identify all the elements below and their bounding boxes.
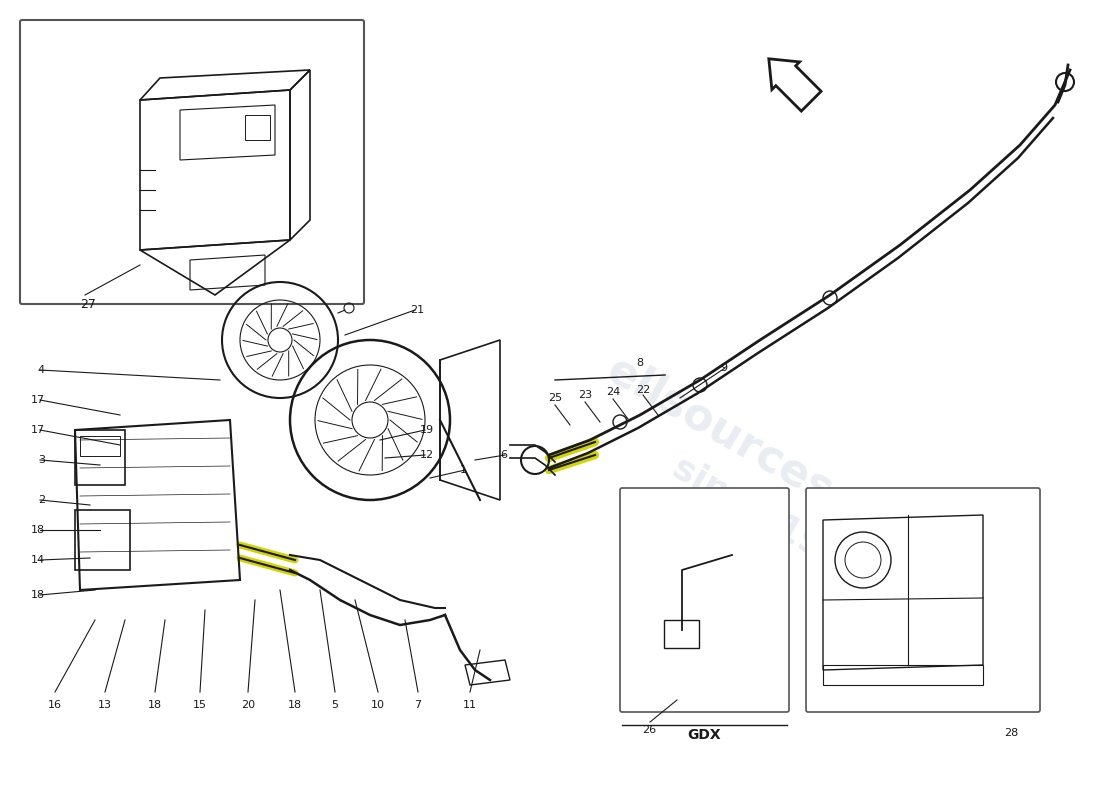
Text: 23: 23 — [578, 390, 592, 400]
Text: 5: 5 — [331, 700, 339, 710]
Text: 24: 24 — [606, 387, 620, 397]
Text: 11: 11 — [463, 700, 477, 710]
Bar — [80, 436, 120, 456]
Text: 6: 6 — [500, 450, 507, 460]
Bar — [245, 115, 270, 140]
Bar — [664, 620, 698, 648]
Text: 10: 10 — [371, 700, 385, 710]
Text: 18: 18 — [31, 525, 45, 535]
Text: 4: 4 — [37, 365, 45, 375]
Text: since 1989: since 1989 — [667, 450, 873, 590]
Bar — [75, 510, 130, 570]
Text: 13: 13 — [98, 700, 112, 710]
Text: 12: 12 — [420, 450, 434, 460]
Text: 26: 26 — [642, 725, 656, 735]
Text: 14: 14 — [31, 555, 45, 565]
Text: GDX: GDX — [688, 728, 722, 742]
Text: ellsources: ellsources — [600, 348, 840, 512]
Text: 18: 18 — [31, 590, 45, 600]
Text: 25: 25 — [548, 393, 562, 403]
FancyBboxPatch shape — [620, 488, 789, 712]
Text: 17: 17 — [31, 425, 45, 435]
Text: 19: 19 — [420, 425, 434, 435]
FancyBboxPatch shape — [20, 20, 364, 304]
Text: 20: 20 — [241, 700, 255, 710]
Text: 9: 9 — [720, 363, 727, 373]
Text: 27: 27 — [80, 298, 96, 311]
FancyBboxPatch shape — [806, 488, 1040, 712]
Text: 1: 1 — [460, 465, 467, 475]
Text: 8: 8 — [637, 358, 644, 368]
Text: 21: 21 — [410, 305, 425, 315]
Bar — [75, 430, 125, 485]
Text: 15: 15 — [192, 700, 207, 710]
Text: 22: 22 — [636, 385, 650, 395]
Text: 7: 7 — [415, 700, 421, 710]
Text: 3: 3 — [39, 455, 45, 465]
Text: 28: 28 — [1003, 728, 1018, 738]
Text: 16: 16 — [48, 700, 62, 710]
Text: 17: 17 — [31, 395, 45, 405]
Text: 18: 18 — [147, 700, 162, 710]
Text: 2: 2 — [37, 495, 45, 505]
Text: 18: 18 — [288, 700, 302, 710]
